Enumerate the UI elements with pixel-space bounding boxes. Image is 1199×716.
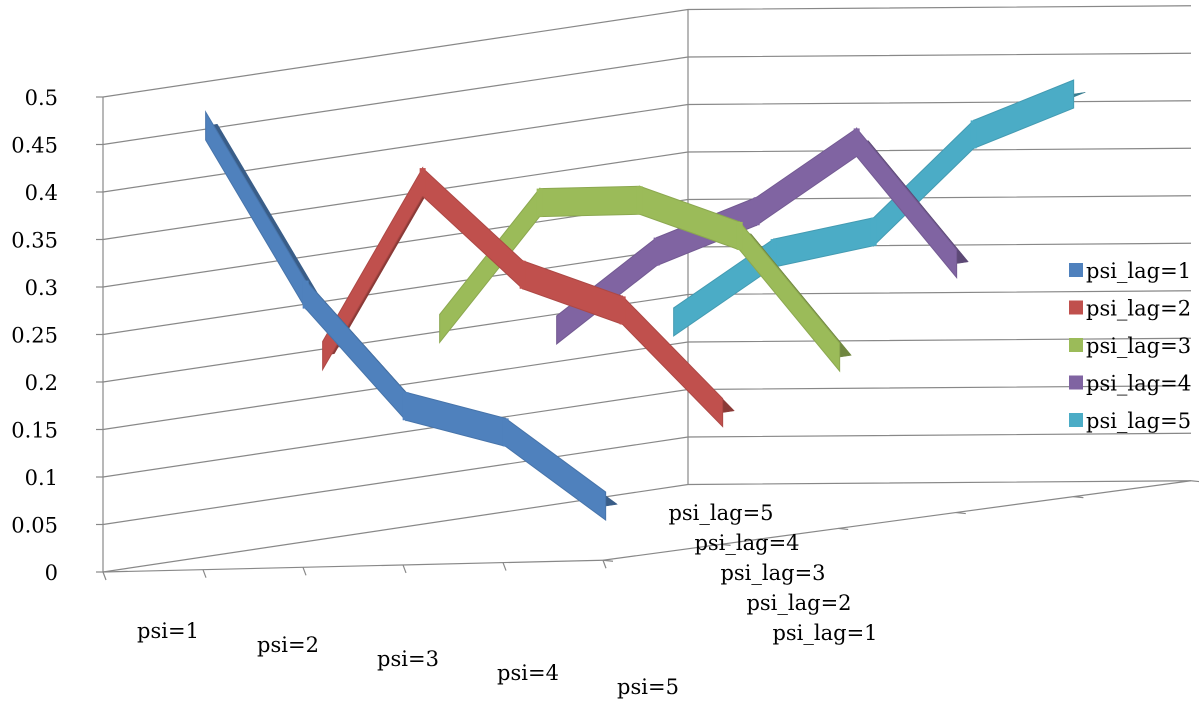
gridline xyxy=(102,385,1192,478)
series-joint xyxy=(870,217,877,246)
legend-label: psi_lag=2 xyxy=(1086,297,1191,321)
legend-label: psi_lag=5 xyxy=(1086,409,1191,433)
depth-tick-mark xyxy=(1073,496,1084,499)
x-tick-mark xyxy=(302,567,307,576)
series-joint xyxy=(770,239,777,268)
depth-tick-label: psi_lag=1 xyxy=(772,621,877,645)
series-joint xyxy=(419,168,426,197)
legend-swatch xyxy=(1069,413,1083,427)
series-segment xyxy=(973,79,1075,150)
chart-legend: psi_lag=1 psi_lag=2 psi_lag=3 psi_lag=4 psi_… xyxy=(1069,259,1191,433)
series-joint xyxy=(619,296,626,325)
y-tick-label: 0.1 xyxy=(25,466,58,490)
gridline xyxy=(102,5,1192,98)
x-tick-mark xyxy=(102,571,107,581)
legend-swatch xyxy=(1069,375,1083,390)
series-joint xyxy=(402,392,409,421)
series-segment xyxy=(756,127,858,227)
chart-series xyxy=(205,79,1086,522)
depth-tick-mark xyxy=(602,559,614,562)
y-tick-label: 0.05 xyxy=(11,514,58,538)
depth-tick-mark xyxy=(720,543,731,546)
x-tick-label: psi=4 xyxy=(497,661,559,685)
legend-label: psi_lag=3 xyxy=(1086,334,1191,358)
y-tick-label: 0.15 xyxy=(11,419,58,443)
series-3 xyxy=(439,185,852,373)
series-segment xyxy=(622,295,724,428)
series-joint xyxy=(970,120,977,149)
y-tick-label: 0 xyxy=(45,561,58,585)
gridline xyxy=(102,432,1192,526)
series-segment xyxy=(539,185,641,218)
x-tick-mark xyxy=(202,569,207,578)
depth-tick-label: psi_lag=5 xyxy=(668,501,773,525)
chart-walls xyxy=(102,5,1192,573)
legend-swatch xyxy=(1069,300,1083,315)
series-joint xyxy=(736,221,743,250)
series-1 xyxy=(205,110,618,522)
y-tick-label: 0.25 xyxy=(11,324,58,348)
depth-tick-label: psi_lag=2 xyxy=(746,591,851,615)
series-joint xyxy=(853,128,860,157)
x-tick-mark xyxy=(402,564,407,574)
y-tick-label: 0.45 xyxy=(11,134,58,158)
series-joint xyxy=(536,188,543,217)
x-tick-mark xyxy=(602,560,607,569)
x-tick-label: psi=1 xyxy=(137,619,199,643)
series-4 xyxy=(555,127,969,345)
y-tick-label: 0.35 xyxy=(11,229,58,253)
series-segment xyxy=(205,110,307,311)
x-tick-mark xyxy=(502,562,507,571)
legend-label: psi_lag=1 xyxy=(1086,259,1191,283)
legend-swatch xyxy=(1069,263,1083,277)
gridline xyxy=(102,480,1192,573)
legend-label: psi_lag=4 xyxy=(1086,372,1191,396)
gridline xyxy=(102,337,1192,431)
x-tick-label: psi=3 xyxy=(377,647,439,671)
series-joint xyxy=(636,186,643,215)
depth-tick-label: psi_lag=3 xyxy=(720,561,825,585)
depth-tick-mark xyxy=(955,511,966,515)
chart-axes: 0 0.05 0.1 0.15 0.2 0.25 0.3 0.35 0.4 0.45 0.5 psi=… xyxy=(11,86,1199,699)
series-joint xyxy=(519,260,526,289)
y-tick-label: 0.5 xyxy=(25,86,58,110)
x-tick-label: psi=2 xyxy=(257,633,319,657)
series-segment xyxy=(773,217,875,268)
depth-tick-mark xyxy=(838,527,849,531)
depth-tick-mark xyxy=(1190,480,1199,483)
series-2 xyxy=(322,166,735,428)
x-axis-line xyxy=(102,559,604,573)
x-tick-label: psi=5 xyxy=(617,675,679,699)
series-joint xyxy=(502,418,509,447)
depth-tick-label: psi_lag=4 xyxy=(694,531,799,555)
y-tick-label: 0.3 xyxy=(25,276,58,300)
depth-axis-line xyxy=(602,480,1192,561)
y-tick-label: 0.2 xyxy=(25,371,58,395)
series-segment xyxy=(405,391,507,448)
y-tick-label: 0.4 xyxy=(25,181,58,205)
series-joint xyxy=(302,280,309,309)
legend-swatch xyxy=(1069,338,1083,352)
series-joint xyxy=(653,237,660,266)
series-joint xyxy=(753,197,760,226)
